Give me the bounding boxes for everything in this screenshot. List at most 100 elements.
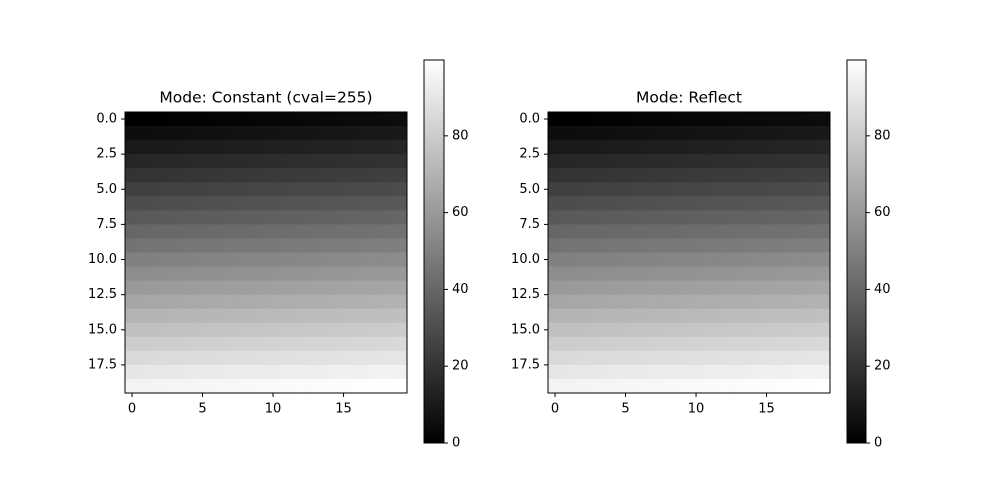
heatmap-cell [378,252,394,267]
heatmap-cell [759,266,774,281]
heatmap-cell [731,280,746,296]
heatmap-cell [815,224,831,239]
heatmap-cell [674,126,690,141]
heatmap-cell [660,182,676,197]
heatmap-cell [815,280,831,296]
heatmap-cell [294,210,309,225]
heatmap-cell [801,168,817,183]
heatmap-cell [815,378,831,394]
y-tick-label: 12.5 [511,287,540,302]
heatmap-cell [787,294,803,310]
heatmap-cell [167,294,182,310]
heatmap-cell [815,168,831,183]
heatmap-cell [125,322,140,338]
heatmap-cell [139,322,154,338]
heatmap-cell [251,322,267,338]
heatmap-cell [251,112,267,127]
heatmap-cell [745,238,760,253]
heatmap-cell [660,140,676,155]
heatmap-cell [266,308,281,324]
heatmap-cell [181,224,196,239]
heatmap-cell [548,182,563,197]
heatmap-cell [266,154,281,169]
heatmap-cell [181,350,196,366]
heatmap-cell [139,252,154,267]
heatmap-cell [689,336,704,352]
heatmap-cell [350,280,366,296]
heatmap-cell [548,280,563,296]
heatmap-cell [392,322,408,338]
heatmap-cell [392,140,408,155]
heatmap-cell [717,238,732,253]
heatmap-cell [717,336,732,352]
heatmap-cell [167,266,182,281]
heatmap-cell [717,266,732,281]
heatmap-cell [167,238,182,253]
heatmap-cell [745,280,760,296]
heatmap-cell [308,196,323,211]
heatmap-cell [618,294,633,310]
heatmap-cell [759,224,774,239]
heatmap-cell [237,308,253,324]
heatmap-cell [717,378,732,394]
heatmap-cell [392,154,408,169]
heatmap-cell [266,112,281,127]
heatmap-cell [378,126,394,141]
heatmap-cell [266,210,281,225]
heatmap-cell [237,280,253,296]
heatmap-cell [632,182,648,197]
heatmap-cell [251,280,267,296]
heatmap-cell [308,140,323,155]
heatmap-cell [209,350,225,366]
heatmap-cell [815,266,831,281]
heatmap-cell [223,168,239,183]
heatmap-cell [280,182,295,197]
heatmap-cell [801,126,817,141]
y-tick-label: 17.5 [511,357,540,372]
heatmap-cell [308,238,323,253]
heatmap-cell [153,308,168,324]
heatmap-cell [237,350,253,366]
heatmap-cell [787,112,803,127]
heatmap-cell [632,210,648,225]
heatmap-cell [308,350,323,366]
heatmap-cell [209,182,225,197]
heatmap-cell [801,364,817,380]
heatmap-cell [660,168,676,183]
heatmap-cell [731,336,746,352]
heatmap-cell [590,336,605,352]
heatmap-cell [731,140,746,155]
heatmap-cell [322,224,337,239]
heatmap-cell [689,294,704,310]
heatmap-cell [618,196,633,211]
heatmap-cell [322,238,337,253]
heatmap-cell [322,168,337,183]
heatmap-cell [378,294,394,310]
heatmap-cell [139,154,154,169]
heatmap-cell [773,378,789,394]
heatmap-cell [392,350,408,366]
heatmap-cell [703,336,718,352]
heatmap-cell [251,154,267,169]
heatmap-cell [209,168,225,183]
heatmap-cell [618,182,633,197]
heatmap-cell [548,252,563,267]
heatmap-cell [153,168,168,183]
heatmap-cell [195,210,210,225]
heatmap-cell [562,140,577,155]
heatmap-cell [674,238,690,253]
heatmap-cell [350,210,366,225]
heatmap-cell [773,308,789,324]
y-tick-label: 0.0 [519,112,540,127]
heatmap-cell [237,378,253,394]
heatmap-cell [364,112,380,127]
colorbar-tick-label: 0 [452,436,460,451]
heatmap-cell [308,154,323,169]
x-tick-label: 10 [265,402,282,417]
heatmap-cell [548,112,563,127]
heatmap-cell [674,224,690,239]
heatmap-cell [139,364,154,380]
heatmap-cell [336,308,351,324]
heatmap-cell [731,378,746,394]
heatmap-cell [815,154,831,169]
